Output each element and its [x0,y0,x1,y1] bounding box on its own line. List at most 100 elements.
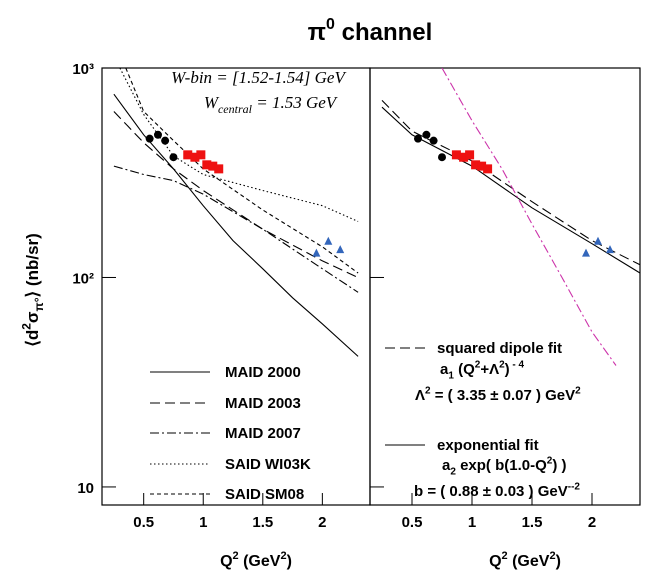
annotation-part: --2 [568,481,581,492]
annotation-part: 1 [448,371,454,382]
plot-area [381,68,640,366]
chart-title-part: π [308,19,326,46]
data-point [451,150,461,160]
data-point [429,136,438,145]
annotation-part: ) ) [552,457,566,474]
series-line [113,111,359,278]
data-point [438,153,446,162]
annotation-part: = 1.53 GeV [252,93,339,112]
data-point [477,161,487,171]
x-axis-label-part: Q [220,553,232,570]
y-tick-label: 10² [72,270,94,287]
series-line [119,68,359,223]
data-point [202,160,212,170]
data-point [606,245,614,254]
y-tick-label: 10 [77,480,94,497]
y-axis-label-part: ⟩ (nb/sr) [23,233,42,297]
annotation-part: = ( 3.35 ± 0.07 ) GeV [431,387,576,404]
x-tick-label: 1 [468,514,476,531]
legend-label: SAID SM08 [225,486,304,503]
annotation-part: exp( b(1.0-Q [456,457,547,474]
legend-label: MAID 2000 [225,364,301,381]
x-tick-label: 2 [318,514,326,531]
data-point [483,164,493,174]
annotation-part: (Q [454,361,475,378]
data-point [471,160,481,170]
chart-title: π0 channel [308,16,433,46]
chart-title-part: 0 [326,16,335,33]
data-point [190,152,200,162]
annotation-part: W-bin = [1.52-1.54] GeV [171,68,347,87]
data-point [169,153,178,162]
annotation-part: Λ [415,387,425,404]
x-tick-label: 0.5 [133,514,154,531]
annotation: Λ2 = ( 3.35 ± 0.07 ) GeV2 [415,385,581,404]
data-point [153,130,162,139]
legend-label: MAID 2007 [225,425,301,442]
x-axis-label-part: 2 [280,550,286,562]
x-axis-label-part: 2 [502,550,508,562]
data-point [196,150,206,160]
annotation-part: W [204,93,220,112]
data-point [312,248,321,257]
x-axis-label-part: 2 [549,550,555,562]
data-point [582,248,590,257]
annotation: a2 exp( b(1.0-Q2) ) [442,455,567,477]
x-tick-label: 1.5 [252,514,273,531]
data-point [208,161,218,171]
annotation: a1 (Q2+Λ2) - 4 [440,359,525,381]
annotation: b = ( 0.88 ± 0.03 ) GeV--2 [414,481,580,500]
legend-label: exponential fit [437,437,539,454]
annotation: Wcentral = 1.53 GeV [204,93,339,116]
y-axis-label-part: 2 [19,323,33,330]
y-axis-label-part: σ [23,311,42,323]
series-line [113,165,359,293]
data-point [214,164,224,174]
data-point [324,236,333,245]
annotation-part: 2 [475,359,481,370]
x-tick-label: 2 [588,514,596,531]
x-axis-label-part: Q [489,553,501,570]
data-point [183,150,193,160]
annotation-part: +Λ [480,361,499,378]
data-point [459,152,469,162]
x-tick-label: 0.5 [402,514,423,531]
x-axis-label-part: ) [556,553,561,570]
annotation-part: b = ( 0.88 ± 0.03 ) GeV [414,483,568,500]
x-tick-label: 1 [199,514,207,531]
plot-area [113,68,359,357]
annotation-part: - 4 [510,359,525,370]
data-point [594,236,602,245]
x-axis-label-part: (GeV [239,553,281,570]
annotation: W-bin = [1.52-1.54] GeV [171,68,347,87]
legend-label: SAID WI03K [225,456,311,473]
series-line [441,68,617,366]
annotation-part: 2 [450,467,456,478]
annotation-part: ) [505,361,510,378]
data-point [465,150,475,160]
data-point [414,134,422,143]
y-tick-label: 10³ [72,61,94,78]
data-point [161,136,170,145]
legend-label: MAID 2003 [225,395,301,412]
data-point [422,130,431,139]
series-line [113,93,359,357]
legend-label: squared dipole fit [437,340,562,357]
x-tick-label: 1.5 [522,514,543,531]
x-axis-label-part: 2 [233,550,239,562]
x-axis-label: Q2 (GeV2) [489,550,561,570]
data-point [336,245,345,254]
x-axis-label-part: ) [287,553,292,570]
chart-title-part: channel [335,19,432,46]
y-axis-label: ⟨d2σπ°⟩ (nb/sr) [19,233,46,347]
x-axis-label: Q2 (GeV2) [220,550,292,570]
annotation-part: 2 [547,455,553,466]
x-axis-label-part: (GeV [508,553,550,570]
y-axis-label-part: ⟨d [23,330,42,347]
annotation-part: 2 [499,359,505,370]
plot-frame [369,67,641,506]
series-line [381,100,640,266]
annotation-part: 2 [425,385,431,396]
annotation-part: a [442,457,451,474]
